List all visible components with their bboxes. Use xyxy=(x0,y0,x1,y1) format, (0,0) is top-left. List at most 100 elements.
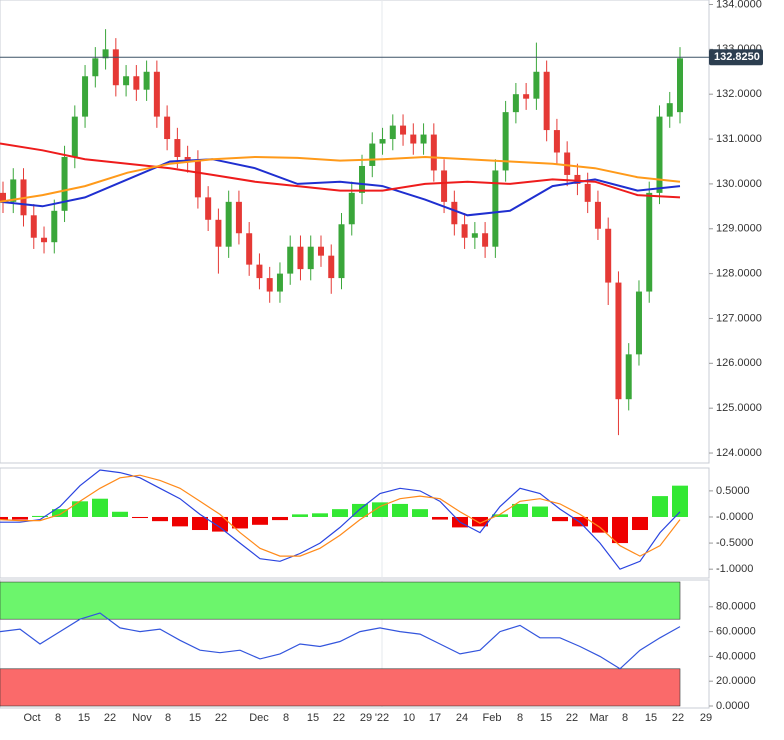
rsi-band xyxy=(0,668,681,707)
y-tick-label: -0.0000 xyxy=(716,511,753,523)
candle-body xyxy=(82,76,89,117)
last-price-badge xyxy=(709,49,763,66)
candle-body xyxy=(543,71,550,131)
candle-body xyxy=(359,165,366,193)
y-tick-label: 80.0000 xyxy=(716,601,756,613)
x-tick-label: Nov xyxy=(132,712,152,724)
x-tick-label: 22 xyxy=(215,712,227,724)
y-tick-label: 128.0000 xyxy=(716,268,762,280)
line xyxy=(0,158,681,217)
x-tick-label: 22 xyxy=(333,712,345,724)
candle-body xyxy=(112,49,119,86)
candle-body xyxy=(61,156,68,211)
x-tick-label: 22 xyxy=(566,712,578,724)
histogram-bar xyxy=(92,498,108,517)
candle-body xyxy=(123,76,130,86)
histogram-bar xyxy=(552,516,568,522)
candle-body xyxy=(420,134,427,144)
candle-body xyxy=(225,201,232,247)
candle-body xyxy=(430,134,437,171)
candle-body xyxy=(646,192,653,292)
x-tick-label: 8 xyxy=(622,712,628,724)
histogram-bar xyxy=(472,516,488,527)
histogram-bar xyxy=(172,516,188,527)
candle-body xyxy=(451,201,458,225)
x-tick-label: '22 xyxy=(375,712,389,724)
x-tick-label: 29 xyxy=(360,712,372,724)
y-tick-label: 0.0000 xyxy=(716,700,750,712)
candle-body xyxy=(338,224,345,279)
histogram-bar xyxy=(652,496,668,517)
x-tick-label: 15 xyxy=(645,712,657,724)
histogram-bar xyxy=(192,516,208,531)
candle-body xyxy=(594,201,601,229)
histogram-bar xyxy=(532,506,548,517)
candle-body xyxy=(256,264,263,279)
histogram-bar xyxy=(112,511,128,517)
candle-body xyxy=(564,152,571,175)
line xyxy=(0,155,681,203)
candle-body xyxy=(328,255,335,279)
histogram-bar xyxy=(512,503,528,517)
candle-body xyxy=(184,156,191,162)
histogram-bar xyxy=(32,515,48,517)
candle-body xyxy=(317,246,324,256)
candle-body xyxy=(512,94,519,113)
histogram-bar xyxy=(392,503,408,517)
candle-body xyxy=(461,224,468,238)
candle-body xyxy=(51,210,58,243)
candle-body xyxy=(502,112,509,171)
candle-body xyxy=(492,170,499,247)
candle-body xyxy=(656,116,663,193)
x-tick-label: 22 xyxy=(672,712,684,724)
candle-body xyxy=(533,71,540,99)
candle-body xyxy=(379,139,386,144)
rsi-panel xyxy=(0,579,710,709)
histogram-bar xyxy=(432,516,448,520)
candle-body xyxy=(92,58,99,77)
x-tick-label: 8 xyxy=(517,712,523,724)
candle-body xyxy=(666,103,673,117)
price-panel xyxy=(0,0,710,464)
x-tick-label: Mar xyxy=(590,712,609,724)
histogram-bar xyxy=(272,516,288,521)
histogram-bar xyxy=(52,509,68,517)
rsi-band xyxy=(0,581,681,620)
x-tick-label: 22 xyxy=(104,712,116,724)
candle-body xyxy=(389,125,396,140)
candle-body xyxy=(625,354,632,400)
candle-body xyxy=(482,233,489,247)
histogram-bar xyxy=(412,509,428,517)
candle-body xyxy=(369,143,376,166)
y-tick-label: 124.0000 xyxy=(716,447,762,459)
x-tick-label: 15 xyxy=(540,712,552,724)
histogram-bar xyxy=(0,516,8,520)
histogram-bar xyxy=(312,513,328,517)
candle-body xyxy=(164,116,171,140)
histogram-bar xyxy=(592,516,608,533)
candle-body xyxy=(615,282,622,400)
candle-body xyxy=(41,237,48,243)
macd-panel xyxy=(0,467,710,579)
candle-body xyxy=(307,246,314,270)
histogram-bar xyxy=(12,516,28,520)
histogram-bar xyxy=(492,514,508,517)
line xyxy=(0,469,681,570)
x-tick-label: 8 xyxy=(55,712,61,724)
y-tick-label: 132.0000 xyxy=(716,88,762,100)
candle-body xyxy=(102,49,109,59)
y-tick-label: 0.5000 xyxy=(716,485,750,497)
line xyxy=(0,612,681,670)
candle-body xyxy=(441,170,448,202)
y-tick-label: 125.0000 xyxy=(716,402,762,414)
x-tick-label: Dec xyxy=(249,712,269,724)
y-tick-label: 40.0000 xyxy=(716,650,756,662)
histogram-bar xyxy=(152,516,168,522)
candle-body xyxy=(71,116,78,157)
x-tick-label: 8 xyxy=(165,712,171,724)
line xyxy=(0,142,681,199)
candle-body xyxy=(553,130,560,153)
candle-body xyxy=(174,139,181,157)
histogram-bar xyxy=(632,516,648,531)
candle-body xyxy=(205,197,212,220)
